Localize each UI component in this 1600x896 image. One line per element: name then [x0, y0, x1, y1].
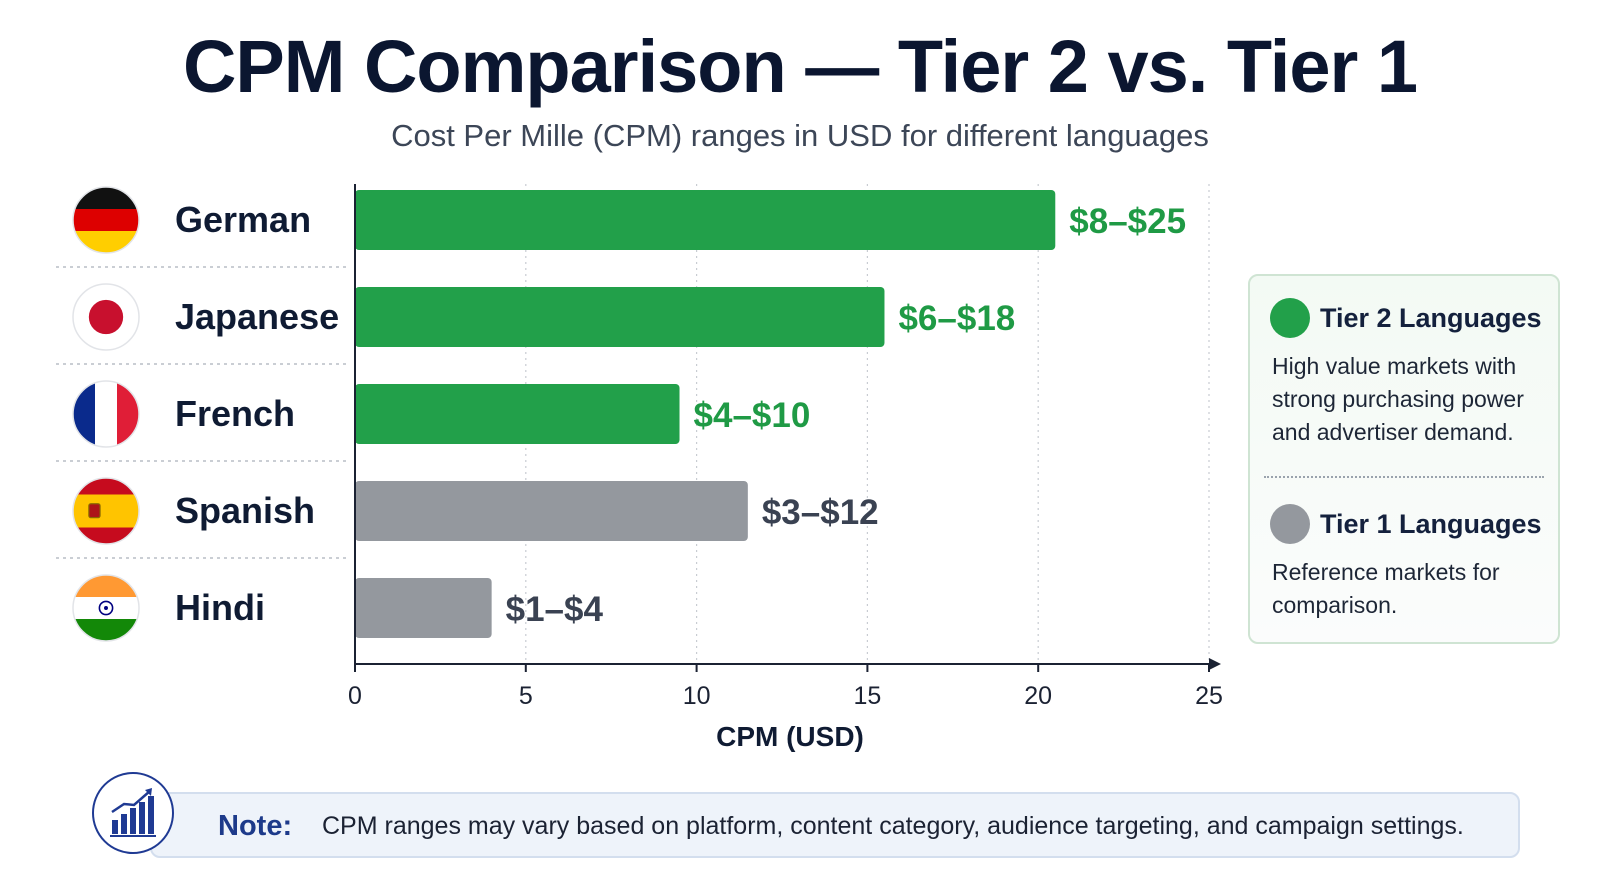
- note-text: CPM ranges may vary based on platform, c…: [322, 812, 1464, 840]
- note-label: Note:: [218, 810, 293, 842]
- x-tick-label: 15: [853, 682, 881, 710]
- category-label: Spanish: [175, 490, 315, 531]
- legend-divider: [1264, 476, 1544, 478]
- value-label: $3–$12: [762, 493, 879, 532]
- value-label: $4–$10: [694, 396, 811, 435]
- value-label: $6–$18: [898, 299, 1015, 338]
- flag-border: [72, 380, 140, 448]
- legend-panel: Tier 2 Languages High value markets with…: [1248, 274, 1560, 644]
- x-tick-label: 20: [1024, 682, 1052, 710]
- germany-flag-icon: [73, 187, 139, 253]
- category-label: Japanese: [175, 296, 339, 337]
- x-tick-label: 25: [1195, 682, 1223, 710]
- x-axis-arrow: [1209, 658, 1221, 670]
- flag-border: [72, 477, 140, 545]
- x-tick-label: 0: [348, 682, 362, 710]
- bar-spanish: [355, 481, 748, 541]
- legend-tier1-title: Tier 1 Languages: [1320, 509, 1542, 539]
- value-label: $1–$4: [506, 590, 604, 629]
- japan-flag-icon: [73, 284, 139, 350]
- legend-tier2-description: High value markets with strong purchasin…: [1272, 353, 1524, 445]
- x-tick-label: 5: [519, 682, 533, 710]
- value-label: $8–$25: [1069, 202, 1186, 241]
- cpm-bar-chart: CPM (USD) German $8–$25 Japanese $6–$18 Fren…: [56, 184, 1223, 752]
- category-label: French: [175, 393, 295, 434]
- category-label: German: [175, 199, 311, 240]
- chart-title: CPM Comparison — Tier 2 vs. Tier 1: [182, 25, 1418, 108]
- legend-tier2-title: Tier 2 Languages: [1320, 303, 1542, 333]
- x-axis-label: CPM (USD): [716, 721, 864, 752]
- note-box: Note: CPM ranges may vary based on platf…: [150, 792, 1520, 858]
- legend-tier1-description: Reference markets for comparison.: [1272, 559, 1500, 618]
- category-label: Hindi: [175, 587, 265, 628]
- india-flag-icon: [73, 575, 139, 641]
- bar-japanese: [355, 287, 885, 347]
- bar-chart-icon: [92, 772, 174, 854]
- bar-german: [355, 190, 1056, 250]
- flag-border: [72, 283, 140, 351]
- tier2-swatch: [1270, 298, 1310, 338]
- france-flag-icon: [73, 381, 139, 447]
- bar-hindi: [355, 578, 492, 638]
- tier1-swatch: [1270, 504, 1310, 544]
- flag-border: [72, 574, 140, 642]
- flag-border: [72, 186, 140, 254]
- chart-subtitle: Cost Per Mille (CPM) ranges in USD for d…: [391, 118, 1209, 153]
- x-tick-label: 10: [683, 682, 711, 710]
- bar-french: [355, 384, 680, 444]
